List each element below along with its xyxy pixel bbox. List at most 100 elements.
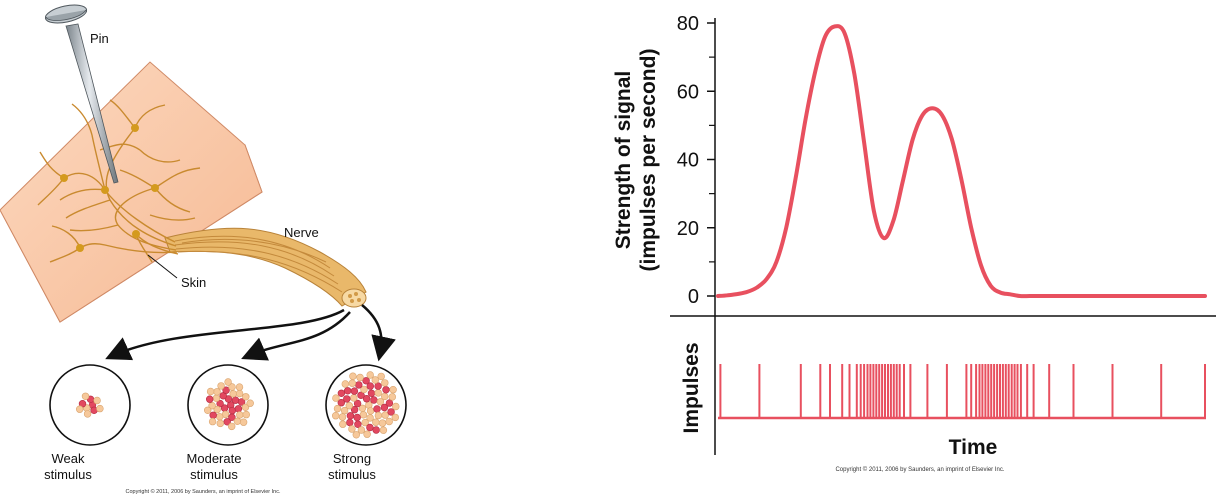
inactive-fiber [233,417,242,425]
y-minor-ticks [709,56,715,263]
inactive-fiber [340,406,349,415]
bundle-label-line1: Strong [333,451,371,466]
active-fiber [350,406,359,414]
arrow-weak [105,308,345,361]
bundle-label-line2: stimulus [190,467,238,482]
inactive-fiber [374,389,382,397]
active-fiber [370,396,378,404]
inactive-fiber [359,411,368,419]
nerve-endings [60,124,159,252]
inactive-fiber [381,392,389,401]
active-fiber [367,389,376,397]
inactive-fiber [345,402,353,410]
active-fiber [346,418,354,427]
inactive-fiber [241,403,250,411]
inactive-fiber [376,398,385,406]
bundle-label-line2: stimulus [328,467,376,482]
active-fiber [353,399,362,408]
inactive-fiber [341,380,349,388]
active-fiber [350,387,359,395]
inactive-fiber [378,419,387,427]
inactive-fiber [216,413,224,421]
inactive-fiber [213,405,221,414]
active-fiber [206,395,214,403]
inactive-fiber [239,418,248,426]
y-ticks: 0 20 40 60 80 [677,13,715,308]
inactive-fiber [228,383,236,391]
inactive-fiber [374,411,383,420]
inactive-fiber [391,413,399,422]
inactive-fiber [339,420,347,428]
active-fiber [222,386,230,394]
inactive-fiber [235,383,244,391]
inactive-fiber [349,372,357,380]
inactive-fiber [229,390,237,398]
fiber-bundles: WeakstimulusModeratestimulusStrongstimul… [44,364,407,482]
bundle-label-line1: Weak [52,451,85,466]
signal-chart: Strength of signal (impulses per second)… [612,13,1216,473]
inactive-fiber [217,382,225,390]
active-fiber [374,382,382,390]
inactive-fiber [75,405,84,413]
signal-strength-line [716,24,1207,299]
active-fiber [209,411,217,419]
bundle-label-line1: Moderate [187,451,242,466]
inactive-fiber [381,411,389,419]
illustration-copyright: Copyright © 2011, 2006 by Saunders, an i… [126,488,281,495]
inactive-fiber [352,431,360,439]
inactive-fiber [348,379,356,387]
skin-leader-line [147,254,178,279]
active-fiber [337,399,345,407]
active-fiber [387,408,395,416]
inactive-fiber [371,376,379,384]
active-fiber [355,381,363,389]
impulses-axis-label: Impulses [680,342,703,433]
chart-copyright: Copyright © 2011, 2006 by Saunders, an i… [835,466,1004,473]
inactive-fiber [204,406,212,414]
inactive-fiber [242,410,251,419]
active-fiber [216,399,224,408]
inactive-fiber [212,394,221,402]
inactive-fiber [81,392,90,400]
y-tick-label: 60 [677,81,699,103]
active-fiber [344,387,352,395]
nerve-cross-section [341,288,367,308]
inactive-fiber [360,385,368,394]
active-fiber [224,395,233,403]
y-tick-label: 0 [688,286,699,308]
active-fiber [231,396,240,404]
active-fiber [234,405,243,413]
inactive-fiber [366,371,374,379]
inactive-fiber [350,394,358,402]
y-axis-label-line2: (impulses per second) [637,49,660,272]
y-axis-label-line1: Strength of signal [612,71,635,250]
arrow-moderate [241,311,351,361]
active-fiber [343,395,351,403]
inactive-fiber [208,402,216,410]
nerve-label: Nerve [284,225,319,240]
inactive-fiber [361,418,369,427]
inactive-fiber [332,394,340,402]
inactive-fiber [96,404,104,413]
active-fiber [373,405,381,413]
x-axis-label: Time [949,436,998,459]
active-fiber [228,413,236,421]
inactive-fiber [213,388,221,396]
skin-illustration: Pin Nerve Skin WeakstimulusModeratestimu… [0,4,407,495]
active-fiber [362,395,371,403]
inactive-fiber [385,417,393,426]
skin-label: Skin [181,275,206,290]
active-fiber [228,406,237,415]
inactive-fiber [381,379,389,387]
inactive-fiber [392,402,400,411]
active-fiber [385,399,394,407]
active-fiber [237,398,246,406]
active-fiber [380,403,389,412]
inactive-fiber [356,373,364,382]
pin-icon [44,4,119,184]
inactive-fiber [366,414,374,422]
inactive-fiber [363,430,371,438]
